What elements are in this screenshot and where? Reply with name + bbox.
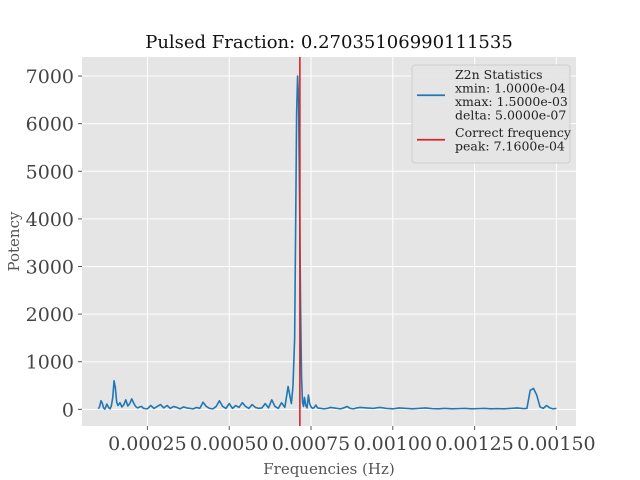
chart-title: Pulsed Fraction: 0.27035106990111535 — [145, 32, 513, 53]
y-tick-label: 2000 — [26, 304, 74, 326]
series-layer — [97, 57, 557, 426]
ticks: 0.00025 0.00050 0.00075 0.00100 0.00125 0.001… — [26, 66, 596, 455]
y-tick-label: 1000 — [26, 352, 74, 374]
grid — [82, 57, 576, 426]
y-axis-label: Potency — [5, 211, 23, 271]
x-axis-label: Frequencies (Hz) — [263, 460, 394, 478]
x-tick-label: 0.00100 — [354, 433, 433, 455]
legend-entry-line: xmin: 1.0000e-04 — [455, 81, 565, 96]
z2n-series-line — [97, 75, 557, 410]
x-tick-label: 0.00150 — [517, 433, 596, 455]
y-tick-label: 5000 — [26, 161, 74, 183]
legend-box — [411, 64, 571, 164]
y-tick-label: 3000 — [26, 256, 74, 278]
x-tick-label: 0.00125 — [435, 433, 514, 455]
y-tick-label: 7000 — [26, 66, 74, 88]
legend-entry-line: Z2n Statistics — [455, 67, 543, 82]
x-tick-label: 0.00050 — [190, 433, 269, 455]
legend-entry-line: delta: 5.0000e-07 — [455, 108, 566, 123]
y-tick-label: 6000 — [26, 114, 74, 136]
y-tick-label: 4000 — [26, 209, 74, 231]
legend-entry-line: xmax: 1.5000e-03 — [455, 94, 568, 109]
x-tick-label: 0.00025 — [108, 433, 187, 455]
legend-entry-line: Correct frequency — [455, 125, 572, 140]
y-tick-label: 0 — [62, 399, 74, 421]
x-tick-label: 0.00075 — [272, 433, 351, 455]
legend-entry-line: peak: 7.1600e-04 — [455, 139, 565, 154]
